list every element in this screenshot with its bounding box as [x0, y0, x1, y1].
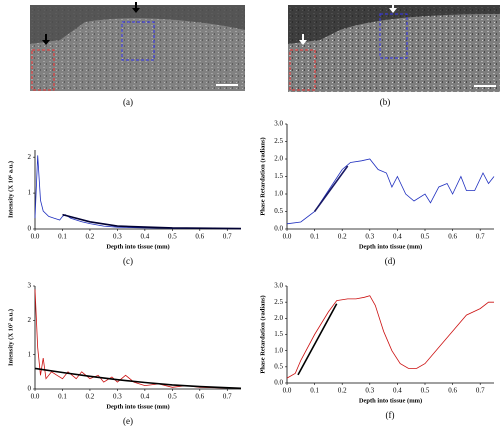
x-tick-label: 0.4: [393, 387, 402, 395]
y-tick-label: 2: [28, 316, 32, 324]
y-tick-label: 0: [28, 385, 32, 393]
y-tick-label: 0.5: [274, 362, 283, 370]
y-tick-label: 1: [28, 350, 32, 358]
x-tick-label: 0.3: [113, 393, 122, 401]
y-tick-label: 0.0: [274, 225, 283, 233]
x-tick-label: 0.0: [31, 233, 40, 241]
y-tick-label: 1.5: [274, 330, 283, 338]
x-tick-label: 0.3: [365, 387, 374, 395]
data-line: [286, 158, 495, 225]
y-axis-label: Intensity (X 10⁷ a.u.): [7, 309, 14, 366]
y-tick-label: 0.0: [274, 379, 283, 387]
y-tick-label: 1.0: [274, 346, 283, 354]
x-tick-label: 0.1: [310, 387, 319, 395]
x-tick-label: 0.2: [86, 393, 95, 401]
image-a: [30, 2, 245, 91]
y-tick-label: 2.0: [274, 314, 283, 322]
data-line: [34, 367, 242, 390]
y-tick-label: 1.5: [274, 172, 283, 180]
data-line: [34, 155, 241, 229]
y-tick-label: 3.0: [274, 120, 283, 128]
x-tick-label: 0.1: [58, 233, 67, 241]
y-tick-label: 0.5: [274, 207, 283, 215]
x-tick-label: 0.1: [310, 233, 319, 241]
caption: (a): [123, 97, 133, 107]
x-tick-label: 0.2: [338, 387, 347, 395]
x-axis-label: Depth into tissue (mm): [359, 397, 422, 404]
x-tick-label: 0.7: [476, 387, 485, 395]
y-axis-label: Phase Retardation (radians): [259, 137, 266, 215]
x-tick-label: 0.0: [283, 233, 292, 241]
caption: (e): [123, 416, 133, 426]
y-tick-label: 3: [28, 282, 32, 290]
x-tick-label: 0.6: [448, 233, 457, 241]
x-tick-label: 0.0: [283, 387, 292, 395]
y-tick-label: 2.0: [274, 155, 283, 163]
caption: (c): [123, 256, 133, 266]
x-axis-label: Depth into tissue (mm): [106, 243, 169, 250]
y-axis-label: Phase Retardation (radians): [259, 295, 266, 373]
y-axis-label: Intensity (X 10⁶ a.u.): [7, 161, 14, 218]
x-tick-label: 0.4: [393, 233, 402, 241]
x-tick-label: 0.5: [168, 393, 177, 401]
x-axis-label: Depth into tissue (mm): [106, 403, 169, 410]
x-tick-label: 0.2: [86, 233, 95, 241]
data-line: [297, 303, 338, 376]
y-tick-label: 2.5: [274, 298, 283, 306]
y-tick-label: 0: [28, 225, 32, 233]
x-tick-label: 0.0: [31, 393, 40, 401]
data-line: [34, 289, 242, 389]
caption: (b): [380, 97, 391, 107]
x-tick-label: 0.5: [421, 387, 430, 395]
y-tick-label: 2: [28, 153, 32, 161]
y-tick-label: 2.5: [274, 137, 283, 145]
x-tick-label: 0.7: [223, 393, 232, 401]
x-tick-label: 0.3: [365, 233, 374, 241]
x-tick-label: 0.4: [140, 233, 149, 241]
x-tick-label: 0.5: [168, 233, 177, 241]
x-tick-label: 0.6: [195, 393, 204, 401]
x-tick-label: 0.7: [476, 233, 485, 241]
x-tick-label: 0.7: [223, 233, 232, 241]
x-tick-label: 0.1: [58, 393, 67, 401]
data-line: [62, 213, 242, 230]
data-line: [286, 295, 494, 379]
x-axis-label: Depth into tissue (mm): [359, 243, 422, 250]
x-tick-label: 0.6: [448, 387, 457, 395]
image-b: [288, 2, 500, 92]
y-tick-label: 1.0: [274, 190, 283, 198]
y-tick-label: 1: [28, 189, 32, 197]
x-tick-label: 0.3: [113, 233, 122, 241]
x-tick-label: 0.2: [338, 233, 347, 241]
y-tick-label: 3.0: [274, 282, 283, 290]
caption: (f): [386, 410, 395, 420]
data-line: [313, 165, 349, 212]
x-tick-label: 0.4: [140, 393, 149, 401]
x-tick-label: 0.6: [195, 233, 204, 241]
x-tick-label: 0.5: [421, 233, 430, 241]
caption: (d): [385, 256, 396, 266]
